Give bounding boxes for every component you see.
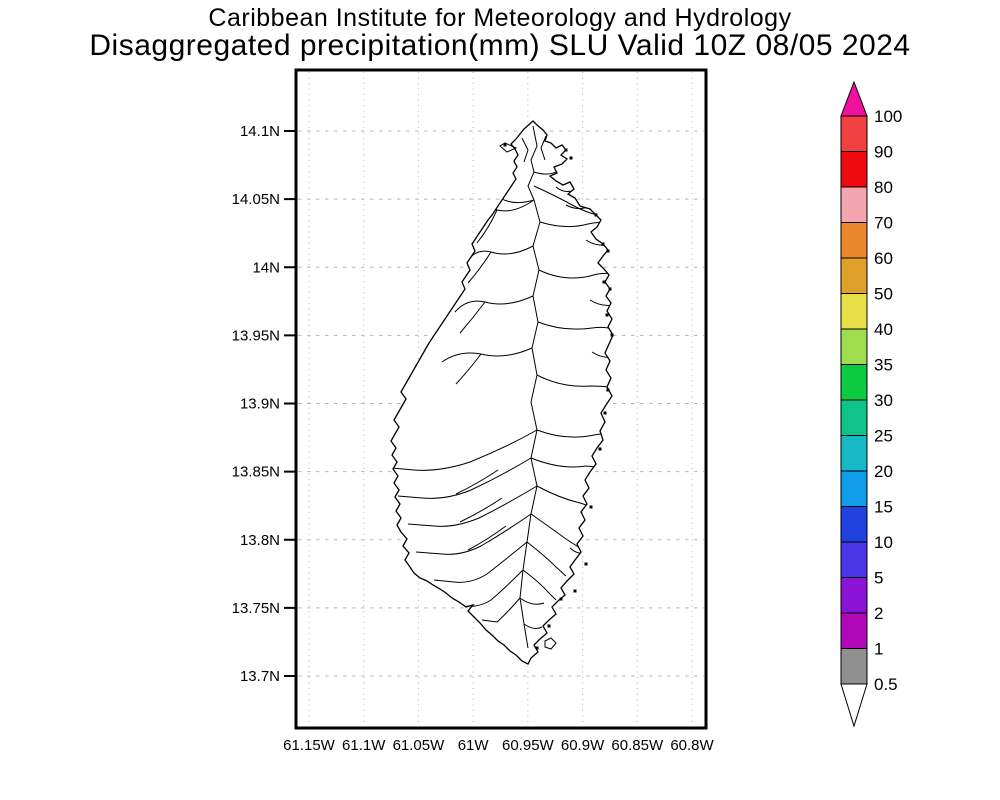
coast-mark bbox=[584, 562, 588, 566]
x-axis-tick-label: 61.1W bbox=[342, 737, 386, 754]
institution-title: Caribbean Institute for Meteorology and … bbox=[208, 4, 792, 32]
coast-mark bbox=[606, 388, 610, 392]
coast-mark bbox=[503, 143, 507, 147]
y-axis-tick-label: 14.1N bbox=[240, 123, 280, 140]
y-axis-tick-label: 13.75N bbox=[232, 600, 280, 617]
coast-mark bbox=[606, 249, 610, 253]
colorbar-segment bbox=[840, 612, 868, 649]
x-axis-tick-label: 61.05W bbox=[393, 737, 446, 754]
x-axis-tick-label: 61.15W bbox=[283, 737, 336, 754]
colorbar-level-label: 5 bbox=[874, 569, 883, 588]
colorbar-segment bbox=[840, 186, 868, 223]
coast-mark bbox=[605, 313, 609, 317]
colorbar-level-label: 60 bbox=[874, 249, 893, 268]
colorbar-segment bbox=[840, 648, 868, 685]
coastal-settlement-marks bbox=[503, 143, 614, 650]
coast-mark bbox=[601, 242, 605, 246]
colorbar-level-label: 15 bbox=[874, 498, 893, 517]
y-axis-tick-label: 13.9N bbox=[240, 396, 280, 413]
islet-maria-island bbox=[544, 637, 557, 650]
coast-mark bbox=[564, 148, 568, 152]
colorbar-level-label: 20 bbox=[874, 462, 893, 481]
colorbar-level-label: 1 bbox=[874, 640, 883, 659]
colorbar-segment bbox=[840, 257, 868, 294]
colorbar-level-label: 10 bbox=[874, 533, 893, 552]
y-axis-tick-label: 13.85N bbox=[232, 464, 280, 481]
colorbar-level-label: 30 bbox=[874, 391, 893, 410]
colorbar-level-label: 100 bbox=[874, 107, 902, 126]
coast-mark bbox=[610, 333, 614, 337]
colorbar-under-arrow bbox=[840, 683, 868, 728]
coast-mark bbox=[594, 213, 598, 217]
colorbar-level-label: 90 bbox=[874, 143, 893, 162]
plot-border bbox=[294, 68, 708, 730]
colorbar-segment bbox=[840, 399, 868, 436]
x-axis-tick-label: 60.9W bbox=[561, 737, 605, 754]
coast-mark bbox=[573, 589, 577, 593]
coast-mark bbox=[603, 411, 607, 415]
colorbar-segment bbox=[840, 293, 868, 330]
colorbar-level-label: 80 bbox=[874, 178, 893, 197]
colorbar-segment bbox=[840, 151, 868, 188]
colorbar-level-label: 40 bbox=[874, 320, 893, 339]
coast-mark bbox=[569, 156, 573, 160]
pigeon-island-spur bbox=[499, 142, 518, 153]
colorbar-segment bbox=[840, 328, 868, 365]
chart-title: Disaggregated precipitation(mm) SLU Vali… bbox=[89, 29, 911, 62]
x-axis-tick-label: 60.95W bbox=[502, 737, 555, 754]
colorbar-over-arrow bbox=[840, 80, 868, 117]
coast-mark bbox=[589, 505, 593, 509]
colorbar-level-label: 25 bbox=[874, 427, 893, 446]
coast-mark bbox=[608, 287, 612, 291]
coast-mark bbox=[535, 646, 539, 650]
y-axis-tick-label: 13.95N bbox=[232, 327, 280, 344]
colorbar-level-label: 2 bbox=[874, 604, 883, 623]
colorbar-segment bbox=[840, 541, 868, 578]
y-axis-tick-label: 14N bbox=[252, 259, 280, 276]
colorbar-level-label: 0.5 bbox=[874, 675, 898, 694]
x-axis-tick-label: 61W bbox=[458, 737, 490, 754]
colorbar-segment bbox=[840, 470, 868, 507]
saint-lucia-island bbox=[390, 120, 614, 665]
colorbar-level-label: 70 bbox=[874, 214, 893, 233]
colorbar-level-label: 35 bbox=[874, 356, 893, 375]
colorbar-segment bbox=[840, 115, 868, 152]
y-axis-tick-label: 14.05N bbox=[232, 191, 280, 208]
colorbar-level-label: 50 bbox=[874, 285, 893, 304]
x-axis-tick-label: 60.85W bbox=[611, 737, 664, 754]
coast-mark bbox=[602, 280, 606, 284]
colorbar-segment bbox=[840, 222, 868, 259]
precip-colorbar: 100 90 80 70 60 50 40 35 30 25 20 15 10 5 2 1 0.5 bbox=[840, 80, 902, 728]
colorbar-segment bbox=[840, 364, 868, 401]
x-axis-tick-label: 60.8W bbox=[670, 737, 714, 754]
axis-ticks bbox=[284, 130, 295, 677]
coast-mark bbox=[598, 447, 602, 451]
colorbar-segment bbox=[840, 435, 868, 472]
colorbar-segment bbox=[840, 506, 868, 543]
y-axis-tick-label: 13.8N bbox=[240, 532, 280, 549]
coast-mark bbox=[559, 597, 563, 601]
coast-mark bbox=[547, 624, 551, 628]
colorbar-segment bbox=[840, 577, 868, 614]
island-coastline bbox=[390, 120, 614, 665]
axis-tick-labels: 61.15W 61.1W 61.05W 61W 60.95W 60.9W 60.85W 60.… bbox=[232, 123, 715, 754]
y-axis-tick-label: 13.7N bbox=[240, 668, 280, 685]
